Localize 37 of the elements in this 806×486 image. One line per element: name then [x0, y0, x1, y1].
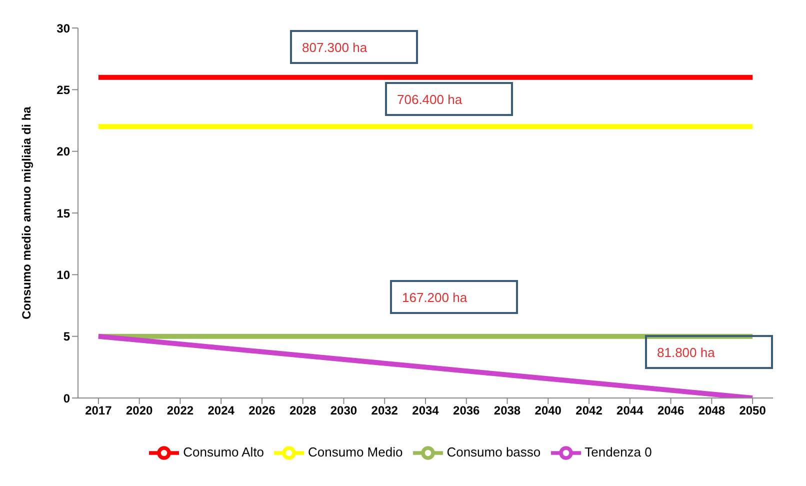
x-tick-label: 2044: [616, 404, 644, 418]
x-tick-label: 2046: [657, 404, 684, 418]
x-tick-label: 2042: [576, 404, 603, 418]
legend-label: Consumo Alto: [183, 444, 264, 460]
annotation: 167.200 ha: [402, 290, 468, 305]
annotation: 81.800 ha: [657, 345, 715, 360]
callout-box: 167.200 ha: [390, 280, 518, 314]
annotation: 706.400 ha: [397, 92, 462, 107]
x-tick-label: 2017: [85, 404, 112, 418]
y-tick-label: 25: [56, 82, 70, 97]
legend-label: Consumo basso: [446, 444, 541, 460]
y-axis-title: Consumo medio annuo migliaia di ha: [19, 106, 34, 320]
x-tick-label: 2022: [166, 404, 194, 418]
x-tick-label: 2034: [412, 404, 440, 418]
y-tick-label: 10: [56, 268, 70, 282]
y-tick-label: 20: [56, 144, 70, 159]
y-tick-label: 15: [56, 206, 70, 220]
x-tick-label: 2024: [208, 404, 235, 418]
x-tick-label: 2038: [494, 404, 521, 418]
y-tick-label: 5: [63, 330, 70, 344]
x-tick-label: 2050: [739, 404, 766, 418]
x-tick-label: 2040: [534, 404, 562, 418]
callout-box: 706.400 ha: [385, 82, 513, 116]
x-tick-label: 2032: [371, 404, 398, 418]
x-tick-label: 2026: [248, 404, 276, 418]
callout-box: 807.300 ha: [290, 30, 418, 64]
legend-label: Tendenza 0: [584, 444, 652, 460]
x-tick-label: 2048: [698, 404, 726, 418]
y-tick-label: 0: [63, 391, 70, 406]
x-tick-label: 2020: [126, 404, 153, 418]
x-tick-label: 2028: [290, 404, 317, 418]
callout-box: 81.800 ha: [645, 335, 773, 369]
legend-label: Consumo Medio: [308, 444, 403, 460]
x-tick-label: 2030: [330, 404, 358, 418]
annotation: 807.300 ha: [302, 40, 368, 55]
y-tick-label: 30: [56, 21, 70, 36]
x-tick-label: 2036: [453, 404, 480, 418]
